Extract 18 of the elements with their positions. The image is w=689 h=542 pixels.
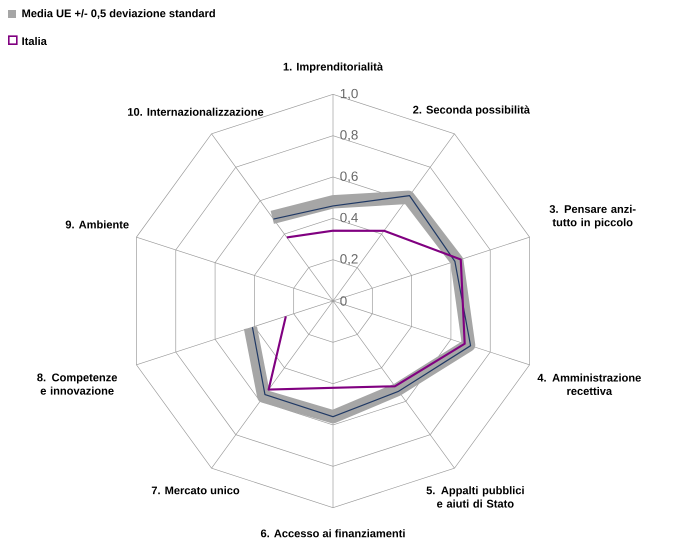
spoke-label: 8. Competenze e innovazione [37,374,118,395]
spoke-label: 5. Appalti pubblici e aiuti di Stato [426,486,524,508]
spoke-label: 4. Amministrazione recettiva [538,374,641,395]
spoke-label: 10. Internazionalizzazione [128,108,264,116]
legend-label: Italia [22,36,47,46]
spoke-label: 6. Accesso ai finanziamenti [260,529,405,538]
spoke-label: 7. Mercato unico [152,486,240,494]
y-tick-label: 0,6 [340,171,358,183]
legend-label: Media UE +/- 0,5 deviazione standard [22,9,215,19]
y-tick-label: 0,4 [340,212,358,224]
y-tick-label: 0,2 [340,254,358,266]
y-tick-label: 0 [340,296,347,306]
spoke-label: 9. Ambiente [66,220,129,228]
spoke-label: 3. Pensare anzi-tutto in piccolo [550,204,636,228]
y-tick-label: 1,0 [340,88,358,100]
spoke-label: 1. Imprenditorialità [284,62,384,73]
spoke-label: 2. Seconda possibilità [413,105,530,116]
y-tick-label: 0,8 [340,130,358,142]
